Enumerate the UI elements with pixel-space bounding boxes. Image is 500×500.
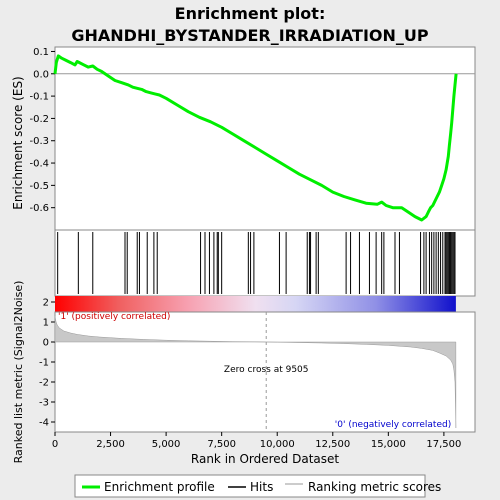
metric-panel [54,311,476,433]
metric-ytick-label: 0 [43,338,49,349]
es-ytick-label: -0.3 [29,136,49,147]
metric-ytick-label: -1 [39,358,49,369]
legend-metric-label: Ranking metric scores [308,480,441,494]
negative-correlation-label: '0' (negatively correlated) [335,420,451,430]
metric-ytick-label: -2 [39,378,49,389]
xtick-label: 17,500 [426,439,461,450]
zero-cross-label: Zero cross at 9505 [224,365,309,375]
xtick-label: 15,000 [371,439,406,450]
es-ytick-label: -0.4 [29,159,49,170]
es-panel [54,46,476,231]
xtick-label: 5,000 [152,439,181,450]
chart-title-line2: GHANDHI_BYSTANDER_IRRADIATION_UP [71,26,429,45]
x-ticks: 0 2,500 5,000 7,500 10,000 12,500 15,000 17,500 [52,432,461,450]
metric-ytick-label: 1 [43,318,49,329]
metric-ytick-label: 2 [43,298,49,309]
es-y-ticks: 0.1 0.0 -0.1 -0.2 -0.3 -0.4 -0.5 -0.6 [29,47,55,214]
es-ylabel: Enrichment score (ES) [11,76,25,209]
es-ytick-label: 0.0 [33,69,49,80]
legend [74,474,426,498]
metric-y-ticks: 2 1 0 -1 -2 -3 -4 [39,298,55,429]
metric-ytick-label: -3 [39,398,49,409]
xtick-label: 10,000 [260,439,295,450]
legend-hits-label: Hits [250,480,273,494]
es-ytick-label: -0.1 [29,92,49,103]
xtick-label: 2,500 [96,439,125,450]
ranking-color-bar [55,296,456,312]
es-ytick-label: -0.6 [29,203,49,214]
chart-title-line1: Enrichment plot: [175,4,326,23]
xtick-label: 12,500 [315,439,350,450]
es-ytick-label: -0.5 [29,181,49,192]
metric-ytick-label: -4 [39,418,49,429]
es-ytick-label: 0.1 [33,47,49,58]
legend-enrichment-label: Enrichment profile [104,480,215,494]
ranking-metric-area [54,315,457,429]
positive-correlation-label: '1' (positively correlated) [58,312,170,322]
xtick-label: 0 [52,439,58,450]
x-axis-label: Rank in Ordered Dataset [191,452,339,466]
es-ytick-label: -0.2 [29,114,49,125]
enrichment-profile-line [53,54,458,222]
metric-ylabel: Ranked list metric (Signal2Noise) [12,281,25,464]
hits-panel [54,229,476,297]
hits-marks [57,232,456,294]
xtick-label: 7,500 [207,439,236,450]
